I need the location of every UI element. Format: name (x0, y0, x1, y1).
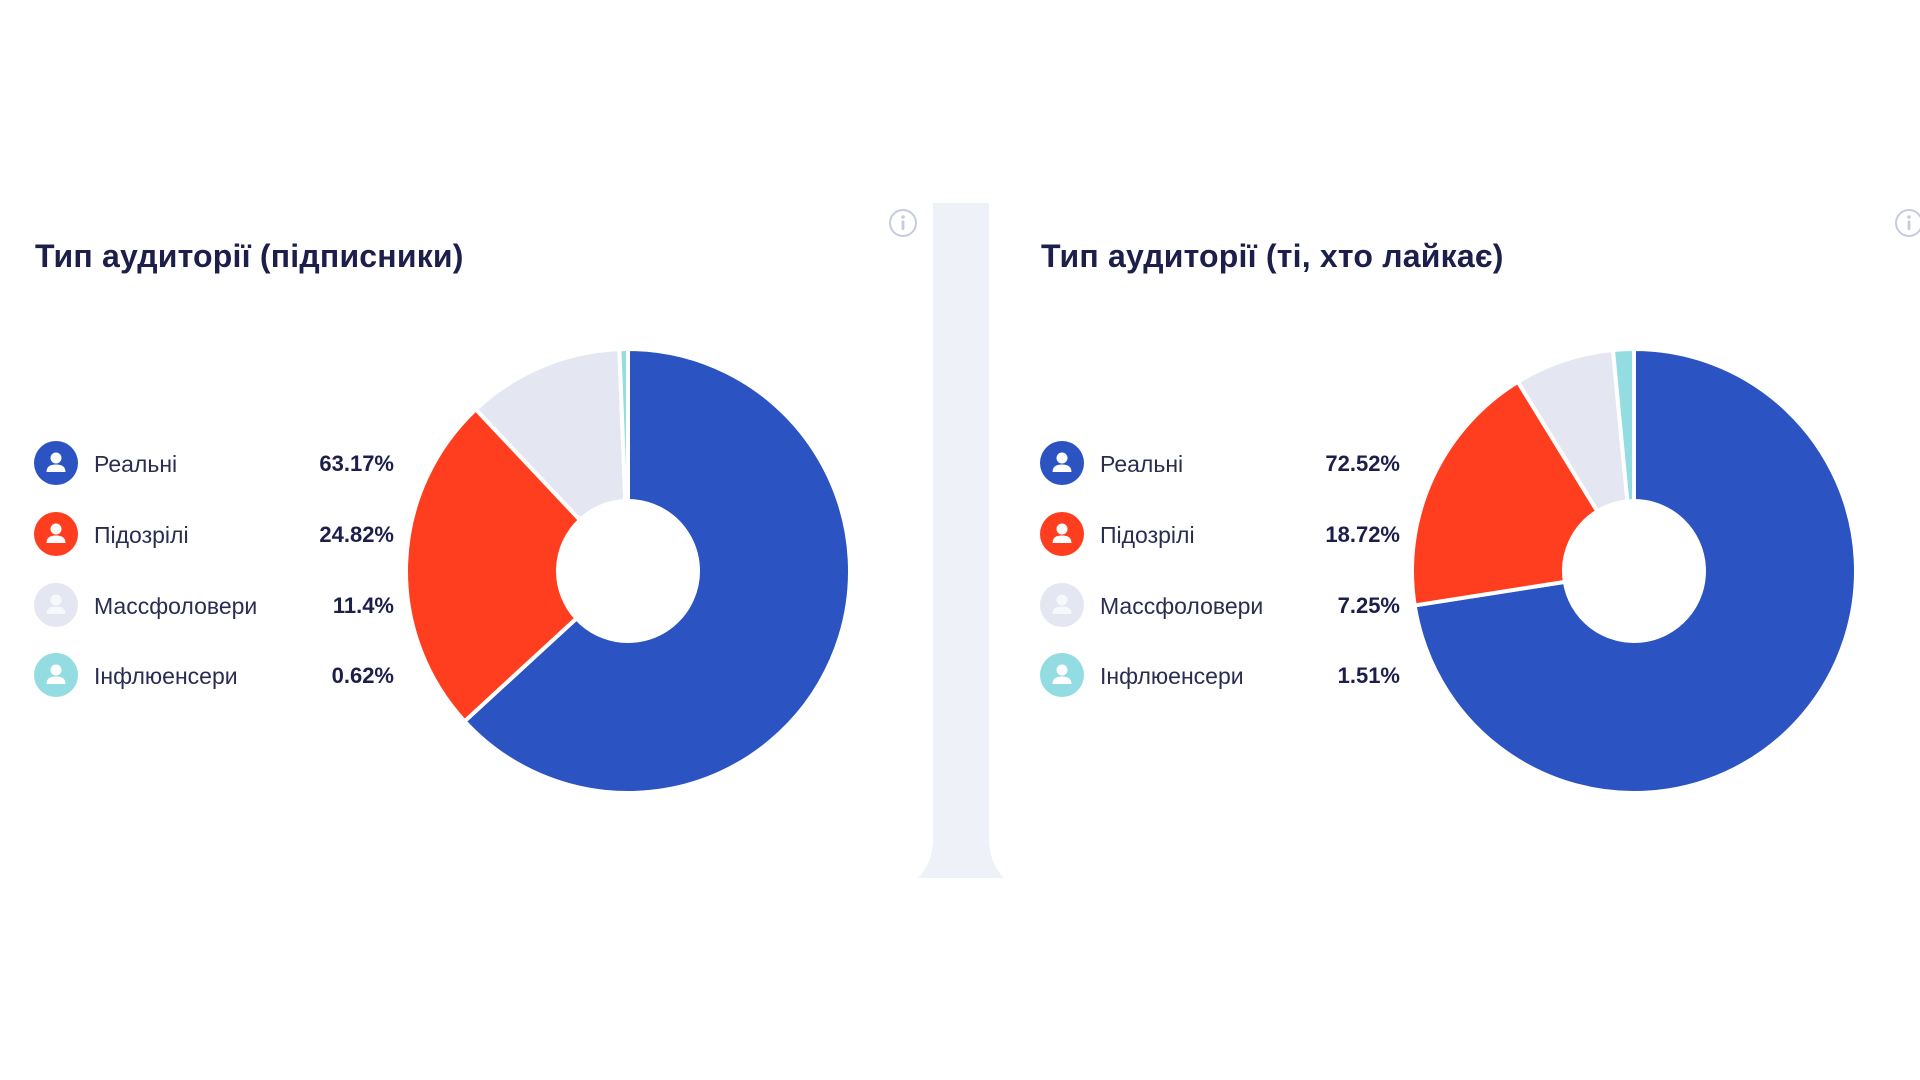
legend-value: 1.51% (1337, 663, 1400, 688)
slice-massfollowers (473, 349, 628, 523)
donut-chart (406, 349, 850, 793)
legend-item-real: Реальні 63.17% (34, 440, 394, 485)
likers-panel: Тип аудиторії (ті, хто лайкає) Реальні 7… (1006, 0, 1920, 1080)
legend-value: 18.72% (1325, 522, 1400, 547)
user-icon (34, 441, 78, 485)
legend-item-suspicious: Підозрілі 24.82% (34, 511, 394, 556)
legend-item-suspicious: Підозрілі 18.72% (1040, 511, 1400, 556)
chart-legend: Реальні 72.52% Підозрілі 18.72% Массфоло… (1040, 440, 1400, 723)
slice-real (462, 349, 850, 793)
user-icon (34, 653, 78, 697)
legend-label: Інфлюенсери (1100, 663, 1244, 689)
legend-value: 0.62% (331, 663, 394, 688)
donut-chart (1412, 349, 1856, 793)
legend-label: Підозрілі (94, 522, 189, 548)
legend-label: Реальні (1100, 451, 1184, 477)
legend-item-influencers: Інфлюенсери 1.51% (1040, 652, 1400, 697)
user-icon (1040, 583, 1084, 627)
chart-legend: Реальні 63.17% Підозрілі 24.82% Массфоло… (34, 440, 394, 723)
info-icon[interactable] (888, 208, 918, 238)
legend-value: 72.52% (1325, 451, 1400, 476)
slice-influencers (1610, 349, 1636, 504)
legend-value: 63.17% (319, 451, 394, 476)
legend-value: 24.82% (319, 522, 394, 547)
followers-panel: Тип аудиторії (підписники) Реальні 63.17… (34, 208, 918, 793)
legend-item-massfollowers: Массфоловери 7.25% (1040, 582, 1400, 627)
legend-item-massfollowers: Массфоловери 11.4% (34, 582, 394, 627)
panel-divider (918, 203, 1004, 878)
user-icon (1040, 653, 1084, 697)
user-icon (34, 512, 78, 556)
legend-item-real: Реальні 72.52% (1040, 440, 1400, 485)
legend-label: Інфлюенсери (94, 663, 238, 689)
legend-label: Підозрілі (1100, 522, 1195, 548)
chart-title: Тип аудиторії (ті, хто лайкає) (1041, 238, 1504, 274)
legend-label: Реальні (94, 451, 178, 477)
legend-label: Массфоловери (94, 593, 258, 619)
chart-title: Тип аудиторії (підписники) (35, 238, 464, 274)
info-icon[interactable] (1894, 208, 1920, 238)
slice-influencers (617, 349, 630, 504)
user-icon (1040, 441, 1084, 485)
slice-real (1412, 349, 1856, 793)
legend-value: 11.4% (332, 593, 394, 618)
user-icon (34, 583, 78, 627)
slice-suspicious (406, 407, 583, 724)
user-icon (1040, 512, 1084, 556)
legend-item-influencers: Інфлюенсери 0.62% (34, 652, 394, 697)
legend-value: 7.25% (1337, 593, 1400, 618)
legend-label: Массфоловери (1100, 593, 1264, 619)
